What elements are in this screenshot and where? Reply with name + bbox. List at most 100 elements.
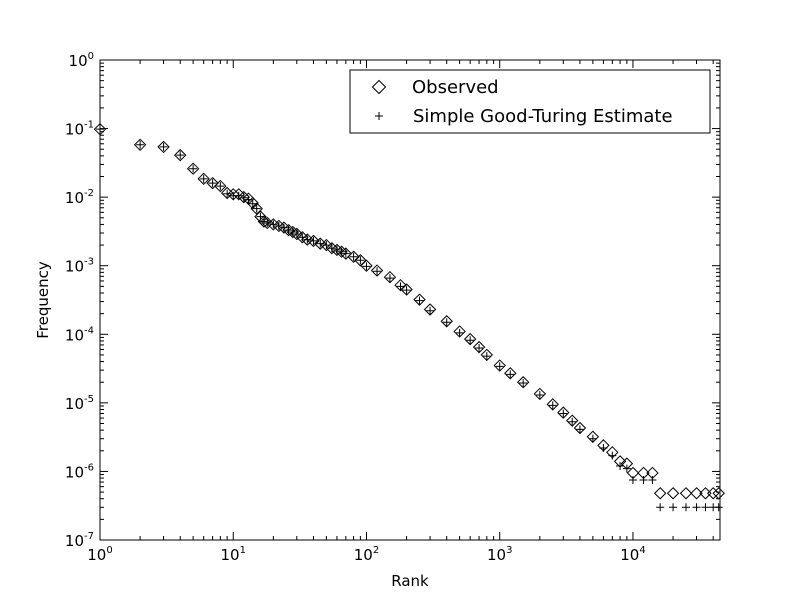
observed-point (546, 398, 559, 411)
sgt-estimate-point (298, 233, 307, 242)
y-tick-label: 10-1 (65, 120, 94, 139)
sgt-estimate-point (396, 282, 405, 291)
sgt-estimate-point (648, 475, 657, 484)
legend-marker-observed-diamond-icon (371, 79, 387, 95)
sgt-estimate-point (362, 262, 371, 271)
observed-point (533, 387, 547, 401)
sgt-estimate-point (189, 164, 198, 173)
sgt-estimate-point (256, 212, 265, 221)
sgt-estimate-point (159, 142, 168, 151)
sgt-estimate-point (208, 179, 217, 188)
observed-point (472, 340, 486, 354)
sgt-estimate-point (466, 336, 475, 345)
observed-point (383, 270, 397, 284)
observed-point (573, 421, 587, 435)
observed-point (463, 332, 477, 346)
y-tick-label: 10-5 (65, 394, 94, 413)
sgt-estimate-point (199, 174, 208, 183)
observed-point (360, 259, 373, 272)
legend-label-sgt: Simple Good-Turing Estimate (413, 106, 673, 127)
sgt-estimate-point (482, 352, 491, 361)
sgt-estimate-point (303, 235, 312, 244)
observed-point (690, 487, 703, 500)
sgt-estimate-point (322, 241, 331, 250)
sgt-estimate-point (216, 182, 225, 191)
x-tick-label: 103 (487, 545, 512, 564)
observed-point (197, 172, 210, 186)
observed-point (254, 210, 267, 223)
sgt-estimate-point (692, 503, 701, 512)
sgt-estimate-point (616, 461, 625, 470)
y-axis-label: Frequency (34, 261, 52, 339)
sgt-estimate-point (575, 425, 584, 434)
sgt-estimate-point (136, 140, 145, 149)
observed-point (706, 487, 720, 500)
sgt-estimate-point (356, 256, 365, 265)
sgt-estimate-point (402, 286, 411, 295)
observed-point (504, 367, 517, 380)
sgt-estimate-point (223, 189, 232, 198)
observed-point (347, 250, 360, 263)
sgt-estimate-point (239, 193, 248, 202)
axis-ticks (99, 59, 720, 541)
sgt-estimate-point (559, 409, 568, 418)
sgt-estimate-point (341, 249, 350, 258)
axis-tick-labels: 100 101 102 103 104 100 10-1 10-2 10-3 10-4 10-5 10… (65, 51, 646, 564)
x-tick-label: 104 (620, 545, 645, 564)
y-tick-label: 10-6 (65, 462, 94, 481)
sgt-estimate-point (426, 306, 435, 315)
sgt-estimate-point (316, 239, 325, 248)
observed-point (186, 162, 200, 175)
observed-point (307, 234, 320, 248)
sgt-estimate-point (279, 223, 288, 232)
sgt-estimate-point (455, 328, 464, 337)
sgt-estimate-point (373, 267, 382, 276)
sgt-estimate-point (701, 503, 710, 512)
observed-point (493, 359, 506, 372)
observed-point (566, 414, 579, 427)
sgt-estimate-point (714, 503, 723, 512)
sgt-estimate-point (284, 226, 293, 235)
x-tick-label: 102 (354, 545, 379, 564)
series-1 (96, 125, 723, 512)
observed-point (653, 487, 667, 500)
x-axis-label: Rank (391, 572, 429, 590)
observed-point (394, 278, 407, 292)
sgt-estimate-point (681, 503, 690, 512)
observed-point (557, 406, 570, 419)
observed-point (174, 148, 187, 162)
sgt-estimate-point (292, 230, 301, 239)
y-tick-label: 10-2 (65, 188, 94, 207)
sgt-estimate-point (639, 475, 648, 484)
sgt-estimate-point (327, 244, 336, 253)
sgt-estimate-point (415, 296, 424, 305)
sgt-estimate-point (96, 125, 104, 134)
observed-point (666, 487, 680, 500)
observed-point (133, 138, 147, 152)
observed-point (440, 315, 453, 328)
sgt-estimate-point (622, 464, 631, 473)
sgt-estimate-point (332, 245, 341, 254)
legend-marker-sgt-plus-icon (375, 112, 383, 120)
observed-point (282, 223, 295, 237)
sgt-estimate-point (337, 247, 346, 256)
sgt-estimate-point (349, 252, 358, 261)
sgt-estimate-point (269, 220, 278, 229)
sgt-estimate-point (599, 443, 608, 452)
sgt-estimate-point (244, 195, 253, 204)
observed-point (480, 348, 494, 362)
y-tick-label: 10-7 (65, 531, 94, 550)
sgt-estimate-point (608, 451, 617, 460)
observed-point (712, 487, 725, 500)
sgt-estimate-point (495, 362, 504, 371)
legend-label-observed: Observed (412, 77, 499, 98)
observed-point (370, 264, 384, 277)
sgt-estimate-point (274, 221, 283, 230)
x-tick-label: 101 (221, 545, 246, 564)
sgt-estimate-point (252, 204, 261, 213)
sgt-estimate-point (234, 191, 243, 200)
observed-point (423, 303, 437, 316)
observed-point (157, 140, 170, 154)
sgt-estimate-point (259, 217, 268, 226)
